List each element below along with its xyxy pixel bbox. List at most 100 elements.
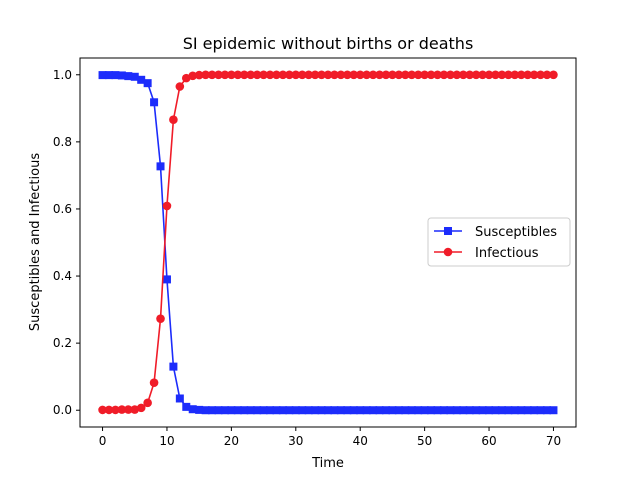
data-point-susceptibles [407,406,416,415]
data-point-infectious [169,115,178,125]
legend-square-marker [444,227,452,235]
data-point-infectious [413,70,423,80]
data-point-infectious [104,405,114,415]
data-point-infectious [149,378,159,388]
y-tick-label: 0.4 [53,269,72,283]
data-point-susceptibles [381,406,390,415]
x-tick-label: 10 [159,434,174,448]
data-point-infectious [484,70,494,80]
data-point-infectious [265,70,275,80]
data-point-infectious [259,70,268,80]
y-axis: 0.0 0.2 0.4 0.6 0.8 1.0 [53,68,80,417]
data-point-susceptibles [259,406,268,415]
data-point-infectious [529,70,539,80]
x-tick-label: 20 [224,434,239,448]
data-point-infectious [136,403,146,413]
data-point-infectious [317,70,326,80]
data-point-susceptibles [266,406,275,415]
data-point-infectious [375,70,384,80]
legend: Susceptibles Infectious [427,217,571,267]
x-tick-label: 30 [288,434,303,448]
data-point-infectious [304,70,313,80]
data-point-susceptibles [233,406,242,415]
data-point-infectious [452,70,462,80]
y-tick-label: 1.0 [53,68,72,82]
data-point-susceptibles [246,406,255,415]
data-point-infectious [542,70,552,80]
data-point-susceptibles [285,406,294,415]
data-point-infectious [246,70,256,80]
y-axis-label: Susceptibles and Infectious [28,153,43,331]
data-point-susceptibles [394,406,403,415]
data-point-susceptibles [433,406,442,415]
data-point-infectious [510,70,520,80]
data-point-susceptibles [291,406,300,415]
data-point-infectious [497,70,507,80]
data-point-infectious [278,70,288,80]
data-point-susceptibles [388,406,397,415]
data-point-susceptibles [497,406,506,415]
data-point-susceptibles [104,71,113,80]
data-point-infectious [471,70,481,80]
data-point-infectious [381,70,391,80]
data-point-susceptibles [414,406,423,415]
data-point-susceptibles [530,406,539,415]
data-point-infectious [194,70,204,80]
legend-label-susceptibles: Susceptibles [475,225,557,240]
data-point-infectious [426,70,436,80]
data-point-susceptibles [439,406,448,415]
data-point-susceptibles [227,406,236,415]
data-point-infectious [124,405,133,414]
data-point-susceptibles [208,406,217,415]
data-point-infectious [201,70,210,80]
data-point-infectious [130,405,140,414]
data-point-susceptibles [478,406,487,415]
data-point-infectious [143,398,152,408]
data-point-infectious [233,70,243,80]
data-point-susceptibles [162,275,171,284]
series-layer [98,70,558,415]
data-point-susceptibles [349,406,358,415]
data-point-infectious [504,70,513,80]
data-point-susceptibles [150,98,159,107]
data-point-infectious [310,70,320,80]
data-point-susceptibles [311,406,320,415]
data-point-infectious [336,70,346,80]
data-point-susceptibles [517,406,526,415]
data-point-susceptibles [175,394,184,403]
data-point-susceptibles [356,406,365,415]
data-point-susceptibles [124,72,133,81]
data-point-susceptibles [510,406,519,415]
data-point-infectious [291,70,301,80]
data-point-infectious [98,405,107,415]
data-point-susceptibles [182,402,191,411]
data-point-infectious [407,70,417,80]
data-point-susceptibles [536,406,545,415]
data-point-infectious [420,70,429,80]
data-point-susceptibles [298,406,307,415]
data-point-susceptibles [317,406,326,415]
y-tick-label: 0.2 [53,336,72,350]
data-point-infectious [368,70,378,80]
legend-circle-marker [443,247,453,257]
data-point-infectious [297,70,307,80]
data-point-susceptibles [220,406,229,415]
plot-area-frame [79,57,577,428]
x-tick-label: 70 [546,434,561,448]
data-point-infectious [465,70,475,80]
data-point-susceptibles [420,406,429,415]
data-point-infectious [439,70,449,80]
data-point-infectious [433,70,442,80]
data-point-infectious [446,70,455,80]
data-point-infectious [220,70,230,80]
data-point-susceptibles [427,406,436,415]
x-tick-label: 60 [481,434,496,448]
data-point-infectious [491,70,500,80]
data-point-susceptibles [130,72,139,81]
y-tick-label: 0.0 [53,403,72,417]
data-point-susceptibles [137,75,146,84]
legend-box [427,217,571,267]
chart-title: SI epidemic without births or deaths [183,34,474,53]
data-point-susceptibles [272,406,281,415]
